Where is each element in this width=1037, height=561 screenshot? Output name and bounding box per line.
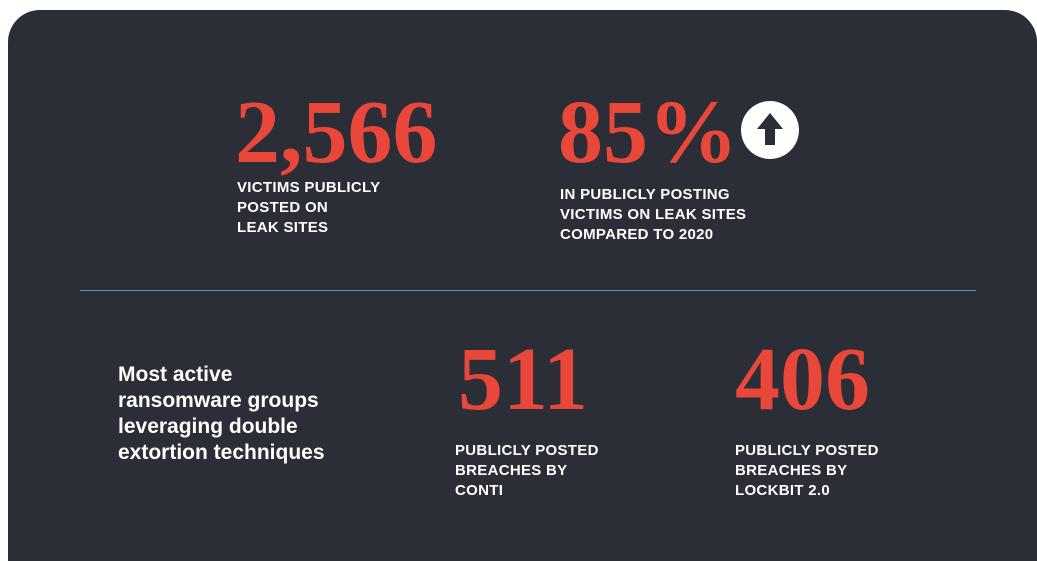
label-line: IN PUBLICLY POSTING	[560, 186, 730, 203]
label-line: BREACHES BY	[455, 462, 568, 479]
label-line: LEAK SITES	[237, 219, 329, 236]
stat-value: 511	[458, 330, 589, 429]
label-line: BREACHES BY	[735, 462, 848, 479]
label-line: VICTIMS PUBLICLY	[237, 179, 381, 196]
up-arrow-icon	[741, 101, 799, 159]
label-line: POSTED ON	[237, 199, 329, 216]
lead-line: Most active	[118, 363, 233, 386]
label-line: LOCKBIT 2.0	[735, 482, 830, 499]
label-line: PUBLICLY POSTED	[735, 442, 879, 459]
stat-value: 406	[735, 330, 870, 429]
stat-label: PUBLICLY POSTED BREACHES BY CONTI	[455, 441, 599, 501]
label-line: CONTI	[455, 482, 504, 499]
lead-line: ransomware groups	[118, 389, 319, 412]
stat-value: 85%	[558, 83, 738, 182]
lead-text: Most active ransomware groups leveraging…	[118, 362, 325, 466]
label-line: COMPARED TO 2020	[560, 226, 714, 243]
stat-label: IN PUBLICLY POSTING VICTIMS ON LEAK SITE…	[560, 185, 746, 245]
label-line: VICTIMS ON LEAK SITES	[560, 206, 747, 223]
divider	[80, 290, 976, 291]
label-line: PUBLICLY POSTED	[455, 442, 599, 459]
stat-value: 2,566	[235, 83, 438, 182]
stat-label: VICTIMS PUBLICLY POSTED ON LEAK SITES	[237, 178, 380, 238]
lead-line: extortion techniques	[118, 441, 325, 464]
panel	[8, 10, 1037, 561]
lead-line: leveraging double	[118, 415, 298, 438]
stat-label: PUBLICLY POSTED BREACHES BY LOCKBIT 2.0	[735, 441, 879, 501]
